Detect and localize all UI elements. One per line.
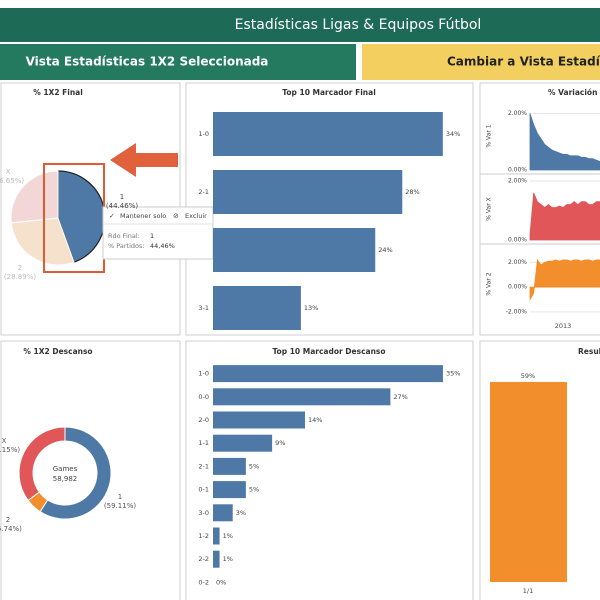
y-tick-label: 1-0 <box>198 370 209 378</box>
bar <box>490 381 567 582</box>
bar <box>213 457 246 475</box>
bar <box>213 388 391 406</box>
y-tick-label: 3-1 <box>198 304 209 312</box>
area <box>529 192 600 241</box>
panel-title: Top 10 Marcador Descanso <box>272 347 385 356</box>
panel-title: % 1X2 Final <box>33 88 83 97</box>
bar-value-label: 9% <box>275 439 285 447</box>
pie-slice <box>10 217 75 266</box>
tab-switch[interactable] <box>362 44 600 80</box>
y-tick-label: 0.00% <box>508 284 527 291</box>
panel-title: Resul <box>578 347 600 356</box>
tab-label[interactable]: Vista Estadísticas 1X2 Seleccionada <box>26 55 269 69</box>
y-tick-label: 0-2 <box>198 578 209 586</box>
bar <box>213 504 233 522</box>
bar-value-label: 1% <box>223 532 233 540</box>
y-tick-label: 0.00% <box>508 237 527 244</box>
slice-value-label: (5.74%) <box>0 525 22 533</box>
x-tick-label: 1/1 <box>523 587 533 595</box>
slice-value-label: (26.65%) <box>0 177 24 185</box>
bar-value-label: 1% <box>223 555 233 563</box>
bar <box>213 112 443 156</box>
y-tick-label: 1-0 <box>198 130 209 138</box>
bar <box>213 228 376 272</box>
bar <box>213 434 273 452</box>
slice-label: 2 <box>18 264 22 272</box>
tooltip-action[interactable]: Excluir <box>185 212 207 220</box>
axis-label: % Var 1 <box>486 124 493 147</box>
bar <box>213 481 246 499</box>
tab-label[interactable]: Cambiar a Vista Estadísti <box>447 55 600 69</box>
slice-label: X <box>6 168 11 176</box>
bar-value-label: 34% <box>446 130 460 138</box>
bar <box>213 550 220 568</box>
y-tick-label: 2.00% <box>508 259 527 266</box>
bar-value-label: 0% <box>216 578 226 586</box>
y-tick-label: 0-1 <box>198 486 209 494</box>
y-tick-label: 2-1 <box>198 462 209 470</box>
y-tick-label: 2-1 <box>198 188 209 196</box>
bar-value-label: 14% <box>308 416 322 424</box>
tooltip-action[interactable]: ✓ <box>109 212 115 220</box>
header-title: Estadísticas Ligas & Equipos Fútbol <box>235 17 482 33</box>
slice-value-label: (35.15%) <box>0 446 20 454</box>
donut-center: 58,982 <box>53 475 78 483</box>
y-tick-label: 2.00% <box>508 110 527 117</box>
slice-label: X <box>2 437 7 445</box>
y-tick-label: -2.00% <box>506 308 528 315</box>
pie-slice <box>10 170 59 224</box>
bar-value-label: 5% <box>249 462 259 470</box>
bar-value-label: 27% <box>393 393 407 401</box>
slice-value-label: (44.46%) <box>106 202 138 210</box>
tooltip-action[interactable]: ⊘ <box>173 212 179 220</box>
tooltip-key: Rdo Final: <box>108 232 140 240</box>
y-tick-label: 0-0 <box>198 393 209 401</box>
slice-label: 1 <box>118 493 122 501</box>
bar-value-label: 59% <box>521 372 535 380</box>
axis-label: % Var X <box>486 197 493 220</box>
y-tick-label: 1-2 <box>198 532 209 540</box>
tooltip-key: % Partidos: <box>108 242 145 250</box>
y-tick-label: 2-0 <box>198 416 209 424</box>
bar <box>213 527 220 545</box>
panel-title: Top 10 Marcador Final <box>282 88 376 97</box>
slice-label: 2 <box>6 516 10 524</box>
pie-slice <box>39 426 112 520</box>
y-tick-label: 2.00% <box>508 177 527 184</box>
bar <box>213 170 403 214</box>
slice-value-label: (59.11%) <box>104 502 136 510</box>
tooltip-action[interactable]: Mantener solo <box>120 212 166 220</box>
panel-title: % Variación 1 <box>548 88 600 97</box>
tab-selected[interactable] <box>0 44 356 80</box>
y-tick-label: 1-1 <box>198 439 209 447</box>
slice-value-label: (28.89%) <box>4 273 36 281</box>
x-tick-label: 2013 <box>555 322 572 330</box>
area <box>529 258 600 301</box>
slice-label: 1 <box>120 193 124 201</box>
header-bar <box>0 8 600 42</box>
tooltip-value: 1 <box>150 232 154 240</box>
arrow <box>110 143 178 177</box>
tooltip: ✓ Mantener solo ⊘ Excluir Rdo Final: 1 %… <box>102 206 214 260</box>
area <box>529 113 600 171</box>
y-tick-label: 2-2 <box>198 555 209 563</box>
bar-value-label: 35% <box>446 370 460 378</box>
tooltip-value: 44,46% <box>150 242 175 250</box>
bar-value-label: 28% <box>405 188 419 196</box>
bar <box>213 365 443 383</box>
bar <box>213 411 305 429</box>
y-tick-label: 0.00% <box>508 167 527 174</box>
bar-value-label: 5% <box>249 486 259 494</box>
panels <box>0 82 600 600</box>
pie-slice <box>18 426 66 502</box>
y-tick-label: 3-0 <box>198 509 209 517</box>
donut-center: Games <box>53 465 78 473</box>
panel-title: % 1X2 Descanso <box>23 347 92 356</box>
bar-value-label: 3% <box>236 509 246 517</box>
bar-value-label: 24% <box>378 246 392 254</box>
bar-value-label: 13% <box>304 304 318 312</box>
bar <box>213 286 301 330</box>
axis-label: % Var 2 <box>486 272 493 295</box>
